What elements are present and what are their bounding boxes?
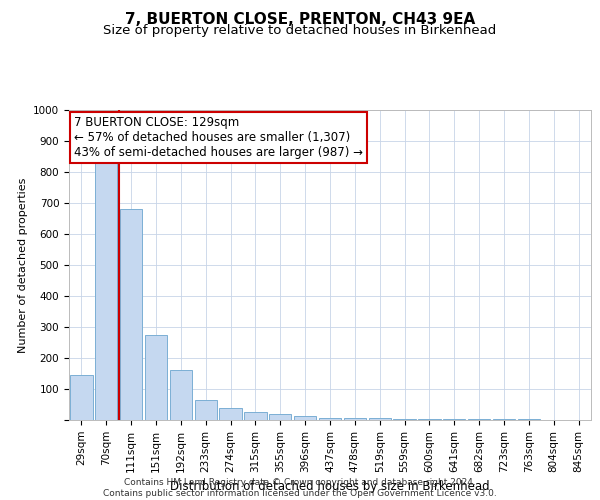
Bar xyxy=(344,418,366,420)
Text: Contains HM Land Registry data © Crown copyright and database right 2024.
Contai: Contains HM Land Registry data © Crown c… xyxy=(103,478,497,498)
Bar xyxy=(418,419,440,420)
Bar xyxy=(70,375,92,420)
Bar xyxy=(95,162,118,420)
Bar xyxy=(120,209,142,420)
Bar xyxy=(244,412,266,420)
Bar xyxy=(170,370,192,420)
Bar xyxy=(145,335,167,420)
Bar xyxy=(394,419,416,420)
Bar xyxy=(294,416,316,420)
Text: 7, BUERTON CLOSE, PRENTON, CH43 9EA: 7, BUERTON CLOSE, PRENTON, CH43 9EA xyxy=(125,12,475,28)
Text: Size of property relative to detached houses in Birkenhead: Size of property relative to detached ho… xyxy=(103,24,497,37)
Bar xyxy=(269,414,292,420)
Text: 7 BUERTON CLOSE: 129sqm
← 57% of detached houses are smaller (1,307)
43% of semi: 7 BUERTON CLOSE: 129sqm ← 57% of detache… xyxy=(74,116,363,159)
X-axis label: Distribution of detached houses by size in Birkenhead: Distribution of detached houses by size … xyxy=(170,480,490,493)
Bar xyxy=(443,419,466,420)
Bar xyxy=(194,400,217,420)
Bar xyxy=(220,408,242,420)
Bar xyxy=(319,418,341,420)
Y-axis label: Number of detached properties: Number of detached properties xyxy=(17,178,28,352)
Bar xyxy=(368,418,391,420)
